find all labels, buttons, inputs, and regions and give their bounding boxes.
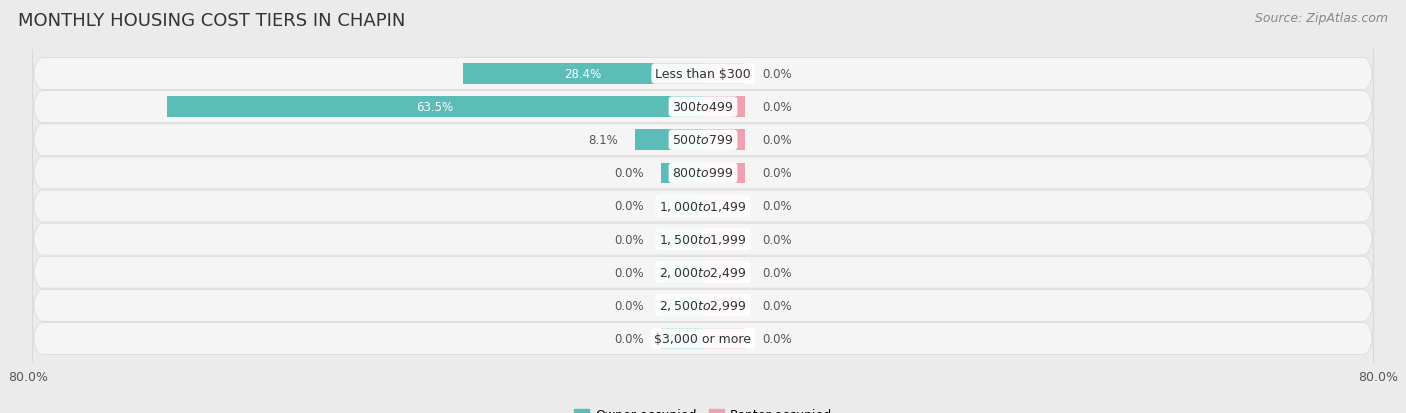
Legend: Owner-occupied, Renter-occupied: Owner-occupied, Renter-occupied xyxy=(568,404,838,413)
Text: 0.0%: 0.0% xyxy=(614,200,644,213)
Bar xyxy=(703,130,745,151)
Text: Source: ZipAtlas.com: Source: ZipAtlas.com xyxy=(1254,12,1388,25)
Bar xyxy=(634,130,703,151)
Text: 8.1%: 8.1% xyxy=(588,134,617,147)
Text: 0.0%: 0.0% xyxy=(614,167,644,180)
Text: 0.0%: 0.0% xyxy=(762,332,792,345)
FancyBboxPatch shape xyxy=(32,282,1374,330)
Text: 0.0%: 0.0% xyxy=(614,299,644,312)
Text: 0.0%: 0.0% xyxy=(762,134,792,147)
FancyBboxPatch shape xyxy=(32,50,1374,98)
Bar xyxy=(661,295,703,316)
Bar xyxy=(703,328,745,349)
Text: $1,000 to $1,499: $1,000 to $1,499 xyxy=(659,199,747,214)
Bar xyxy=(703,295,745,316)
FancyBboxPatch shape xyxy=(32,216,1374,263)
Text: 0.0%: 0.0% xyxy=(762,101,792,114)
Text: 0.0%: 0.0% xyxy=(762,299,792,312)
Text: 0.0%: 0.0% xyxy=(614,233,644,246)
Bar xyxy=(661,229,703,250)
Text: $800 to $999: $800 to $999 xyxy=(672,167,734,180)
Bar xyxy=(703,163,745,184)
Text: 0.0%: 0.0% xyxy=(762,200,792,213)
FancyBboxPatch shape xyxy=(32,315,1374,363)
Text: 0.0%: 0.0% xyxy=(614,332,644,345)
Text: 63.5%: 63.5% xyxy=(416,101,454,114)
Text: 0.0%: 0.0% xyxy=(762,167,792,180)
Bar xyxy=(661,196,703,217)
Bar xyxy=(661,163,703,184)
Bar xyxy=(167,97,703,118)
Text: $2,500 to $2,999: $2,500 to $2,999 xyxy=(659,299,747,313)
Bar xyxy=(703,262,745,283)
Text: $1,500 to $1,999: $1,500 to $1,999 xyxy=(659,233,747,247)
FancyBboxPatch shape xyxy=(32,249,1374,297)
Bar xyxy=(703,196,745,217)
Bar xyxy=(703,229,745,250)
Text: 0.0%: 0.0% xyxy=(614,266,644,279)
Text: 0.0%: 0.0% xyxy=(762,233,792,246)
Text: Less than $300: Less than $300 xyxy=(655,68,751,81)
FancyBboxPatch shape xyxy=(32,183,1374,230)
Text: 0.0%: 0.0% xyxy=(762,266,792,279)
Bar xyxy=(703,97,745,118)
Text: $3,000 or more: $3,000 or more xyxy=(655,332,751,345)
FancyBboxPatch shape xyxy=(32,150,1374,197)
FancyBboxPatch shape xyxy=(32,83,1374,131)
Text: 28.4%: 28.4% xyxy=(565,68,602,81)
Text: MONTHLY HOUSING COST TIERS IN CHAPIN: MONTHLY HOUSING COST TIERS IN CHAPIN xyxy=(18,12,406,30)
Text: 0.0%: 0.0% xyxy=(762,68,792,81)
Bar xyxy=(703,64,745,85)
Bar xyxy=(464,64,703,85)
Text: $300 to $499: $300 to $499 xyxy=(672,101,734,114)
Text: $2,000 to $2,499: $2,000 to $2,499 xyxy=(659,266,747,280)
Bar xyxy=(661,328,703,349)
FancyBboxPatch shape xyxy=(32,116,1374,164)
Text: $500 to $799: $500 to $799 xyxy=(672,134,734,147)
Bar xyxy=(661,262,703,283)
